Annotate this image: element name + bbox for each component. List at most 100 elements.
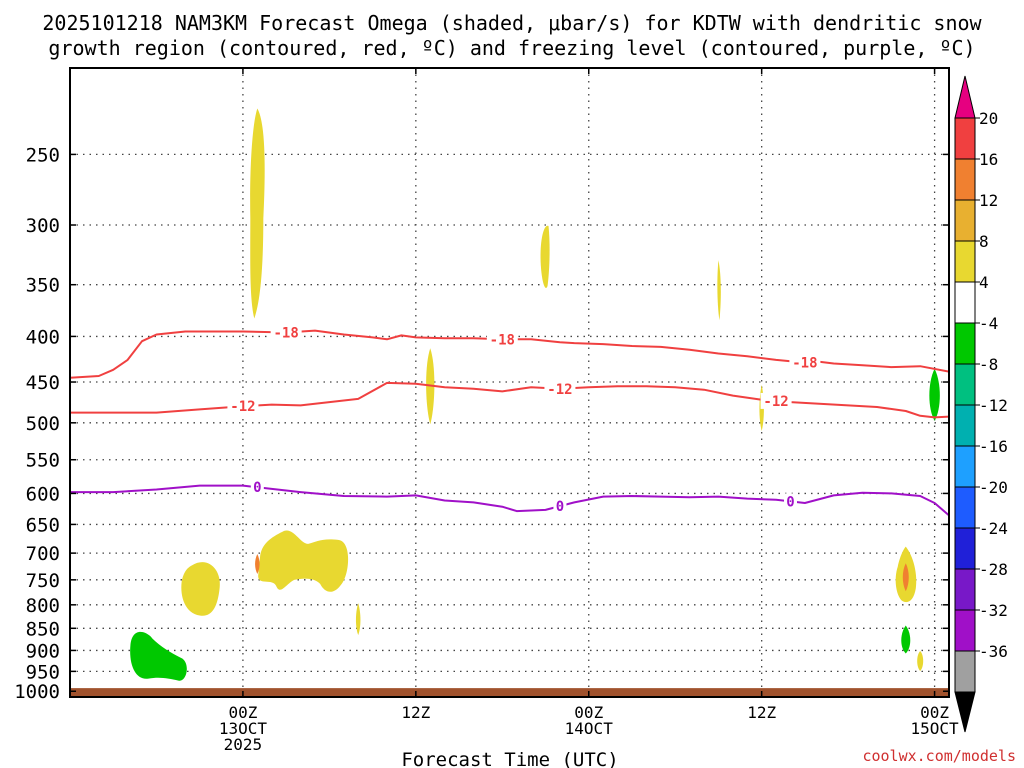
x-label-0-2: 2025 [224,735,263,754]
colorbar-swatch-6 [954,322,976,365]
colorbar-swatch-11 [954,527,976,570]
colorbar-swatch-2 [954,158,976,201]
x-label-0-0: 00Z [228,703,257,722]
contour-line-minus-12 [70,381,949,419]
contour-label-minus-12-0: -12 [230,399,255,415]
x-axis-label: Forecast Time (UTC) [401,749,618,768]
yellow-blob-upper-3 [717,260,721,321]
y-label-750: 750 [26,570,60,592]
colorbar-label--4: -4 [979,314,998,333]
y-label-700: 700 [26,543,60,565]
contour-label-bg [783,493,797,510]
y-label-900: 900 [26,640,60,662]
contour-label-bg [544,380,576,397]
contour-label-bg [270,324,302,341]
colorbar-label-12: 12 [979,191,998,210]
colorbar-swatch-13 [954,609,976,652]
colorbar-label--20: -20 [979,478,1008,497]
colorbar-swatch-14 [954,650,976,693]
yellow-blob-upper-2 [540,225,550,288]
y-label-550: 550 [26,450,60,472]
y-label-1000: 1000 [14,681,60,703]
green-blob-mid-1 [929,368,940,421]
colorbar-swatch-3 [954,199,976,242]
omega-colorbar: 20 16 12 8 4 -4 -8 -12 -16 -20 -24 -28 -32 -36 [954,75,1008,733]
colorbar-label--36: -36 [979,642,1008,661]
colorbar-swatch-8 [954,404,976,447]
omega-shading [130,108,949,681]
colorbar-label--12: -12 [979,396,1008,415]
contour-label-zero-1: 0 [556,499,564,515]
green-blob-low-2 [901,625,911,654]
colorbar-label-4: 4 [979,273,989,292]
contour-label-bg [553,498,567,515]
y-label-650: 650 [26,514,60,536]
contour-label-bg [227,398,259,415]
colorbar-label-20: 20 [979,109,998,128]
y-label-500: 500 [26,413,60,435]
surface-terrain-band [70,688,949,697]
colorbar-swatch-9 [954,445,976,488]
yellow-blob-low-1 [181,562,220,616]
contour-label-minus-18-2: -18 [792,356,817,372]
colorbar-swatch-10 [954,486,976,529]
x-label-12-0: 12Z [401,703,430,722]
green-blob-low-1 [130,631,187,681]
colorbar-bottom-arrow [954,691,976,733]
site-credit: coolwx.com/models [862,747,1016,765]
chart-title-line-2: growth region (contoured, red, ºC) and f… [48,36,975,60]
contour-line-zero [70,484,949,517]
y-label-400: 400 [26,326,60,348]
y-label-300: 300 [26,215,60,237]
contour-label-minus-18-0: -18 [273,326,298,342]
colorbar-swatch-4 [954,240,976,283]
y-label-350: 350 [26,275,60,297]
y-label-800: 800 [26,595,60,617]
yellow-blob-upper-1 [250,108,265,319]
colorbar-label-8: 8 [979,232,989,251]
contour-label-minus-12-2: -12 [763,394,788,410]
contour-label-minus-18-1: -18 [490,332,515,348]
plot-area: -18 -18 -18 -12 -12 -12 0 0 0 [70,68,949,697]
temperature-contours: -18 -18 -18 -12 -12 -12 0 0 0 [70,324,949,517]
chart-title-line-1: 2025101218 NAM3KM Forecast Omega (shaded… [42,11,982,35]
y-label-850: 850 [26,618,60,640]
colorbar-swatch-7 [954,363,976,406]
x-label-24-0: 00Z [574,703,603,722]
contour-label-minus-12-1: -12 [547,382,572,398]
x-label-24-1: 14OCT [565,719,614,738]
colorbar-label-16: 16 [979,150,998,169]
grid-lines [70,68,949,697]
y-label-950: 950 [26,661,60,683]
orange-spot-low-4 [902,563,909,592]
x-label-0-1: 13OCT [219,719,268,738]
y-label-600: 600 [26,483,60,505]
colorbar-top-arrow [954,75,976,119]
yellow-blob-low-3 [355,603,361,636]
colorbar-label--32: -32 [979,601,1008,620]
contour-label-bg [760,392,792,409]
colorbar-swatch-1 [954,117,976,160]
colorbar-swatch-12 [954,568,976,611]
colorbar-label--16: -16 [979,437,1008,456]
colorbar-swatch-5 [954,281,976,324]
colorbar-label--24: -24 [979,519,1008,538]
colorbar-label--28: -28 [979,560,1008,579]
orange-spot-low-2 [255,554,260,575]
contour-label-bg [250,479,264,496]
contour-label-zero-0: 0 [253,480,261,496]
contour-label-bg [789,354,821,371]
y-label-450: 450 [26,372,60,394]
x-label-48-0: 00Z [920,703,949,722]
x-label-36-0: 12Z [747,703,776,722]
x-label-48-1: 15OCT [911,719,960,738]
y-label-250: 250 [26,144,60,166]
contour-label-zero-2: 0 [786,494,794,510]
contour-label-bg [486,331,518,348]
pressure-axis: 2503003504004505005506006507007508008509… [14,144,949,703]
yellow-blob-low-2 [258,530,349,592]
colorbar-label--8: -8 [979,355,998,374]
yellow-blob-low-5 [917,651,924,672]
